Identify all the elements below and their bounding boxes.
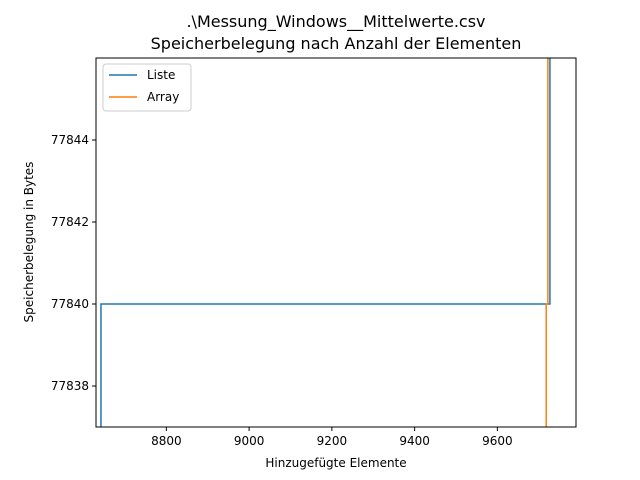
x-axis-ticks: 8800 9000 9200 9400 9600 bbox=[151, 427, 513, 448]
chart-title-line1: .\Messung_Windows__Mittelwerte.csv bbox=[186, 12, 485, 32]
x-tick-label: 8800 bbox=[151, 434, 182, 448]
y-tick-label: 77840 bbox=[51, 297, 89, 311]
legend-label-array: Array bbox=[147, 90, 179, 104]
legend: Liste Array bbox=[102, 63, 192, 112]
y-axis-label: Speicherbelegung in Bytes bbox=[22, 162, 36, 323]
chart-title-line2: Speicherbelegung nach Anzahl der Element… bbox=[151, 34, 522, 53]
y-tick-label: 77842 bbox=[51, 215, 89, 229]
plot-area bbox=[95, 57, 577, 428]
x-tick-label: 9400 bbox=[399, 434, 430, 448]
plot-frame bbox=[95, 57, 577, 428]
legend-label-liste: Liste bbox=[147, 68, 175, 82]
series-line-liste bbox=[100, 58, 551, 427]
y-tick-label: 77844 bbox=[51, 133, 89, 147]
y-axis-ticks: 77838 77840 77842 77844 bbox=[51, 133, 96, 393]
y-tick-label: 77838 bbox=[51, 379, 89, 393]
x-axis-label: Hinzugefügte Elemente bbox=[265, 456, 406, 470]
series-line-array bbox=[545, 58, 549, 427]
series-layer bbox=[100, 58, 551, 427]
x-tick-label: 9000 bbox=[234, 434, 265, 448]
x-tick-label: 9200 bbox=[317, 434, 348, 448]
x-tick-label: 9600 bbox=[482, 434, 513, 448]
